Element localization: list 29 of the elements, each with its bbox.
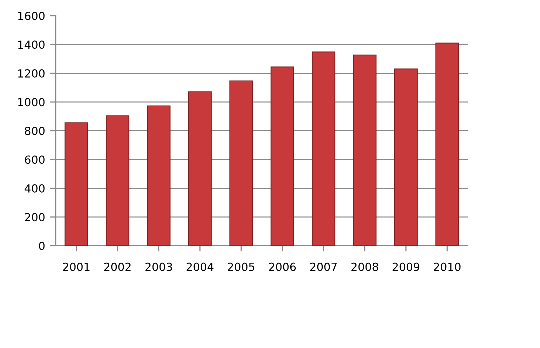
bar	[436, 42, 460, 246]
y-tick-label: 800	[25, 126, 45, 136]
y-tick-label: 600	[25, 156, 45, 164]
y-tick-label: 200	[25, 213, 45, 222]
x-tick-label: 2001	[63, 262, 90, 272]
bar	[106, 116, 130, 246]
y-tick-label: 1200	[18, 69, 45, 78]
bar	[147, 106, 171, 246]
y-tick-label: 1000	[18, 98, 45, 107]
bar	[64, 122, 88, 246]
y-tick-label: 1600	[18, 12, 45, 20]
y-tick-label: 400	[24, 184, 45, 193]
x-tick-label: 2009	[392, 262, 420, 272]
bar	[312, 52, 336, 246]
x-tick-label: 2003	[146, 262, 172, 272]
y-tick-label: 1400	[18, 40, 45, 50]
bar	[188, 92, 212, 246]
bar	[230, 80, 254, 246]
x-tick-label: 2002	[104, 262, 131, 272]
bar	[353, 54, 377, 246]
bar	[394, 68, 418, 246]
x-tick-label: 2005	[228, 262, 255, 272]
x-tick-label: 2008	[352, 262, 378, 272]
x-tick-label: 2004	[186, 262, 214, 272]
bar	[270, 66, 294, 246]
x-tick-label: 2007	[310, 262, 337, 272]
x-tick-label: 2010	[434, 262, 461, 272]
y-tick-label: 0	[39, 242, 45, 250]
x-tick-label: 2006	[269, 262, 296, 272]
